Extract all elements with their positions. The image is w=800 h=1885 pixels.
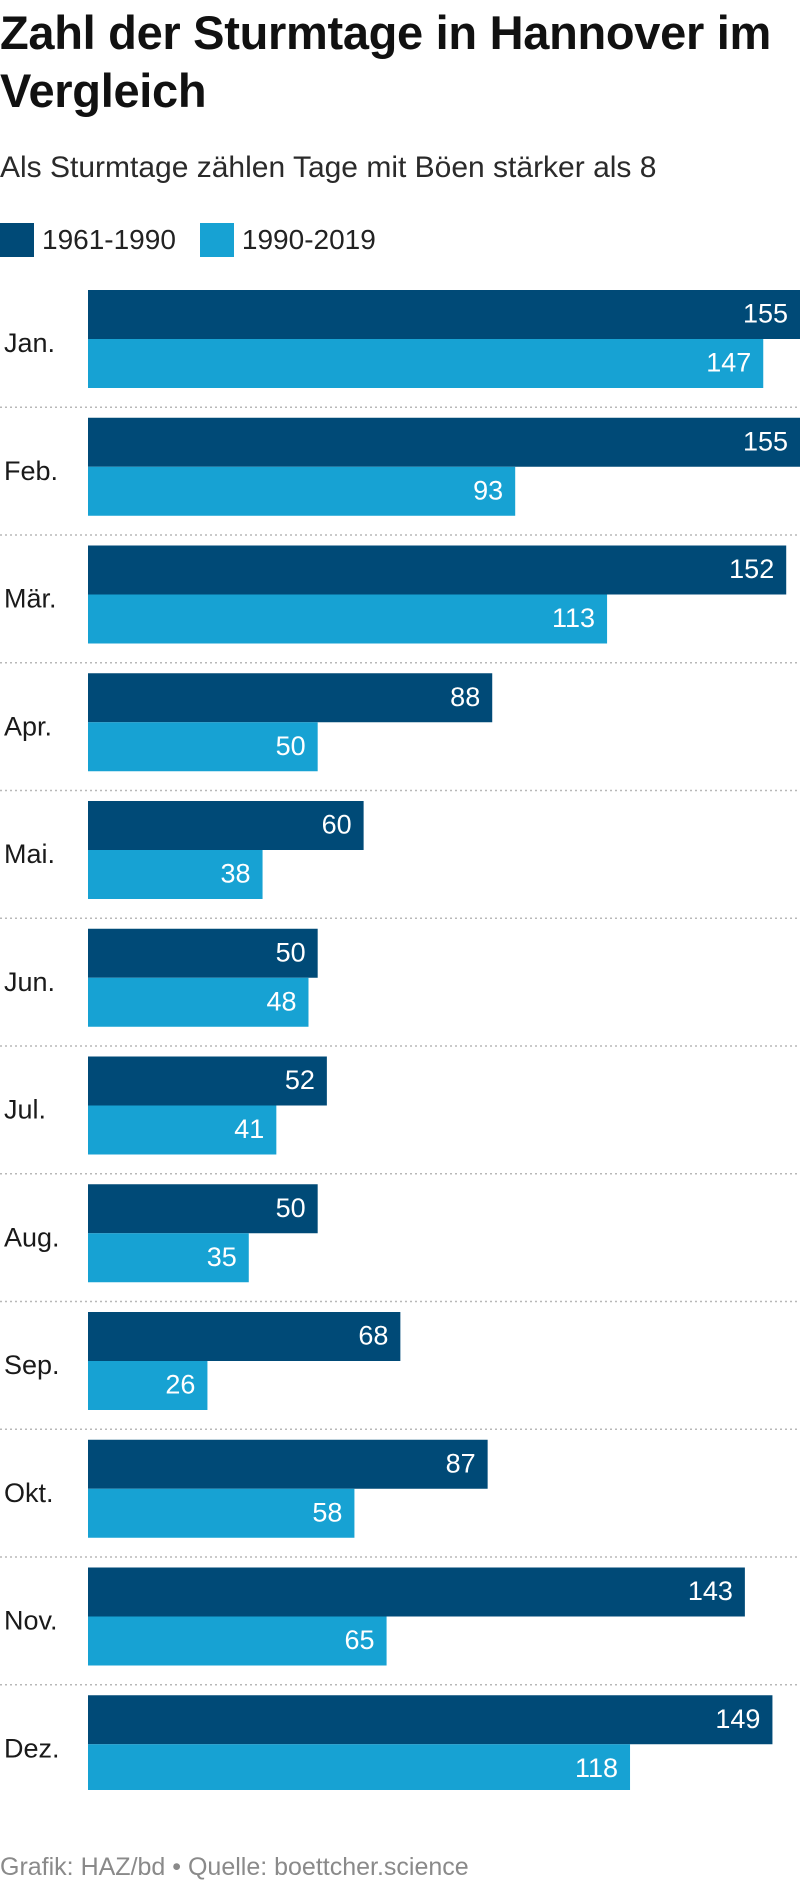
category-label: Sep. (4, 1350, 60, 1380)
category-label: Okt. (4, 1478, 54, 1508)
data-label: 143 (688, 1576, 733, 1606)
bar-1990-2019-7 (88, 1105, 277, 1155)
bar-1990-2019-5 (88, 850, 263, 899)
category-label: Mai. (4, 839, 55, 869)
data-label: 155 (743, 426, 788, 456)
data-label: 87 (446, 1448, 476, 1478)
category-label: Dez. (4, 1733, 60, 1763)
bar-1961-1990-1 (88, 290, 800, 339)
data-label: 155 (743, 299, 788, 329)
bar-1990-2019-10 (88, 1488, 355, 1538)
bar-1990-2019-11 (88, 1616, 387, 1666)
bar-1961-1990-2 (88, 417, 800, 467)
category-label: Apr. (4, 711, 52, 741)
bar-1990-2019-2 (88, 466, 516, 516)
legend-item-1990-2019: 1990-2019 (199, 223, 376, 257)
bar-1961-1990-7 (88, 1056, 327, 1106)
chart-subtitle: Als Sturmtage zählen Tage mit Böen stärk… (0, 151, 657, 184)
bar-1990-2019-6 (88, 977, 309, 1027)
bar-1990-2019-12 (88, 1744, 631, 1790)
data-label: 147 (706, 348, 751, 378)
source-credit: Grafik: HAZ/bd • Quelle: boettcher.scien… (0, 1853, 469, 1881)
data-label: 26 (165, 1370, 195, 1400)
category-label: Jul. (4, 1095, 46, 1125)
bar-1961-1990-8 (88, 1184, 318, 1234)
category-label: Jun. (4, 967, 55, 997)
data-label: 65 (345, 1625, 375, 1655)
bar-1961-1990-3 (88, 545, 787, 595)
data-label: 50 (276, 937, 306, 967)
category-label: Mär. (4, 584, 57, 614)
bar-1990-2019-1 (88, 339, 764, 388)
data-label: 48 (266, 986, 296, 1016)
bar-1961-1990-4 (88, 673, 493, 723)
legend-item-1961-1990: 1961-1990 (0, 223, 176, 257)
bar-1990-2019-9 (88, 1361, 208, 1410)
data-label: 152 (729, 554, 774, 584)
data-label: 52 (285, 1065, 315, 1095)
legend-swatch-1990-2019 (199, 223, 234, 257)
data-label: 50 (276, 731, 306, 761)
bar-1990-2019-8 (88, 1233, 249, 1283)
data-label: 50 (276, 1193, 306, 1223)
data-label: 35 (207, 1242, 237, 1272)
data-label: 60 (322, 810, 352, 840)
bar-1961-1990-12 (88, 1695, 773, 1745)
bar-1961-1990-11 (88, 1567, 745, 1617)
legend-label-1990-2019: 1990-2019 (241, 224, 376, 255)
legend-label-1961-1990: 1961-1990 (42, 224, 176, 255)
bar-1961-1990-5 (88, 801, 364, 850)
category-label: Jan. (4, 328, 55, 358)
category-label: Aug. (4, 1222, 60, 1252)
data-label: 41 (234, 1114, 264, 1144)
data-label: 93 (473, 475, 503, 505)
data-label: 38 (221, 859, 251, 889)
bar-1990-2019-3 (88, 594, 608, 644)
bar-1961-1990-9 (88, 1312, 401, 1361)
data-label: 88 (450, 682, 480, 712)
data-label: 113 (552, 603, 595, 633)
bar-1961-1990-10 (88, 1439, 488, 1489)
legend: 1961-1990 1990-2019 (0, 222, 400, 258)
bar-1961-1990-6 (88, 928, 318, 978)
data-label: 68 (358, 1321, 388, 1351)
data-label: 149 (715, 1704, 760, 1734)
category-label: Feb. (4, 456, 58, 486)
data-label: 118 (575, 1753, 618, 1783)
chart-title: Zahl der Sturmtage in Hannover im Vergle… (0, 6, 771, 117)
bar-1990-2019-4 (88, 722, 318, 772)
data-label: 58 (312, 1497, 342, 1527)
legend-swatch-1961-1990 (0, 223, 34, 257)
bar-chart: Jan. 155 147 Feb. 155 93 Mär. 152 113 Apr. 88 50 Mai… (0, 290, 800, 1790)
category-label: Nov. (4, 1606, 58, 1636)
